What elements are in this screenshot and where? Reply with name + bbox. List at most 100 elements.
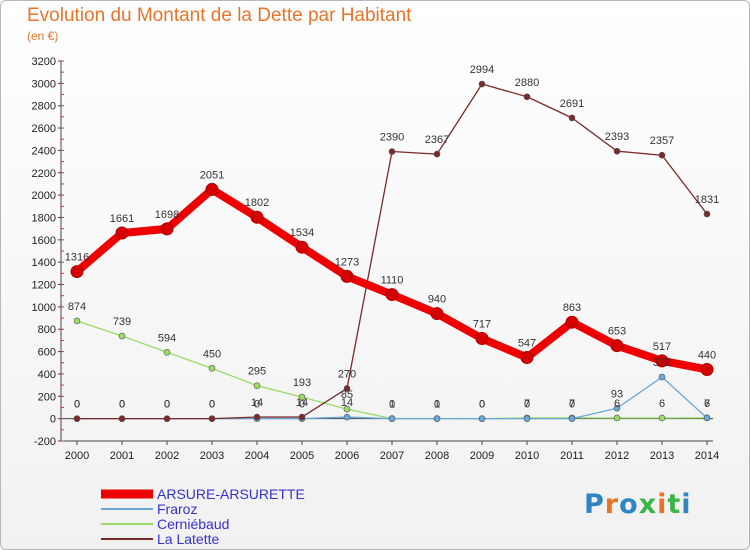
y-tick-label: 2400: [32, 145, 56, 157]
data-point: [430, 307, 444, 321]
data-point: [565, 315, 579, 329]
data-point: [115, 226, 129, 240]
data-label: 6: [704, 398, 710, 410]
x-tick-label: 2008: [425, 450, 449, 462]
y-tick-label: 200: [38, 391, 56, 403]
data-point: [118, 415, 126, 422]
data-label: 1802: [245, 197, 269, 209]
data-label: 0: [164, 399, 170, 411]
y-tick-label: 2000: [32, 190, 56, 202]
data-point: [655, 354, 669, 368]
legend-label: La Latette: [157, 531, 219, 547]
data-label: 14: [341, 397, 353, 409]
logo-letter: x: [638, 489, 658, 520]
x-tick-label: 2014: [695, 450, 719, 462]
data-label: 0: [299, 399, 305, 411]
data-label: 940: [428, 294, 446, 306]
data-point: [208, 365, 216, 372]
data-label: 1273: [335, 256, 359, 268]
x-tick-label: 2009: [470, 450, 494, 462]
data-label: 653: [608, 326, 626, 338]
y-tick-label: 1000: [32, 302, 56, 314]
data-label: 7: [704, 398, 710, 410]
data-point: [343, 413, 351, 421]
data-label: 0: [74, 399, 80, 411]
data-point: [250, 210, 264, 224]
data-label: 295: [248, 366, 266, 378]
data-label: 0: [434, 399, 440, 411]
data-point: [298, 413, 306, 421]
logo-letter: t: [667, 489, 682, 520]
data-point: [343, 385, 351, 392]
y-tick-label: -200: [34, 436, 56, 448]
x-tick-label: 2012: [605, 450, 629, 462]
data-point: [523, 415, 531, 422]
data-label: 193: [293, 377, 311, 389]
data-label: 2880: [515, 77, 539, 89]
data-point: [205, 182, 219, 196]
proxiti-logo: Proxiti: [584, 489, 692, 520]
data-label: 1: [434, 399, 440, 411]
data-point: [613, 147, 621, 155]
data-point: [568, 114, 576, 122]
data-point: [388, 415, 396, 422]
x-tick-label: 2005: [290, 450, 314, 462]
data-label: 440: [698, 349, 716, 361]
data-label: 0: [119, 399, 125, 411]
data-point: [433, 415, 441, 422]
logo-letter: i: [657, 489, 668, 520]
chart-subtitle: (en €): [27, 29, 59, 43]
data-point: [253, 382, 261, 389]
data-label: 1: [389, 399, 395, 411]
data-point: [520, 351, 534, 365]
data-label: 547: [518, 338, 536, 350]
data-label: 1661: [110, 213, 134, 225]
data-label: 6: [659, 398, 665, 410]
data-label: 0: [209, 399, 215, 411]
data-label: 93: [611, 388, 623, 400]
y-tick-label: 1800: [32, 212, 56, 224]
data-point: [208, 415, 216, 422]
x-tick-label: 2011: [560, 450, 584, 462]
data-point: [163, 415, 171, 422]
data-label: 863: [563, 302, 581, 314]
data-label: 0: [164, 399, 170, 411]
y-tick-label: 2200: [32, 168, 56, 180]
data-label: 270: [338, 368, 356, 380]
data-point: [523, 93, 531, 101]
y-tick-label: 1200: [32, 280, 56, 292]
data-label: 1316: [65, 252, 89, 264]
data-label: 0: [569, 399, 575, 411]
data-point: [613, 414, 621, 422]
data-label: 85: [341, 389, 353, 401]
data-label: 2390: [380, 132, 404, 144]
data-point: [340, 269, 354, 283]
data-label: 0: [119, 399, 125, 411]
data-label: 874: [68, 301, 86, 313]
x-tick-label: 2010: [515, 450, 539, 462]
data-label: 1831: [695, 194, 719, 206]
data-point: [478, 80, 486, 88]
data-point: [475, 332, 489, 346]
data-label: 717: [473, 319, 491, 331]
data-point: [343, 405, 351, 413]
data-point: [700, 362, 714, 376]
data-label: 6: [614, 398, 620, 410]
chart-title: Evolution du Montant de la Dette par Hab…: [27, 5, 412, 26]
x-tick-label: 2002: [155, 450, 179, 462]
data-label: 2691: [560, 98, 584, 110]
data-point: [160, 222, 174, 236]
x-tick-label: 2001: [110, 450, 134, 462]
data-label: 0: [479, 399, 485, 411]
x-tick-label: 2003: [200, 450, 224, 462]
data-label: 7: [524, 398, 530, 410]
y-tick-label: 3000: [32, 78, 56, 90]
y-tick-label: 600: [38, 347, 56, 359]
data-point: [73, 415, 81, 422]
data-label: 517: [653, 341, 671, 353]
y-tick-label: 3200: [32, 56, 56, 68]
data-point: [298, 393, 306, 401]
legend-label: ARSURE-ARSURETTE: [157, 486, 305, 502]
